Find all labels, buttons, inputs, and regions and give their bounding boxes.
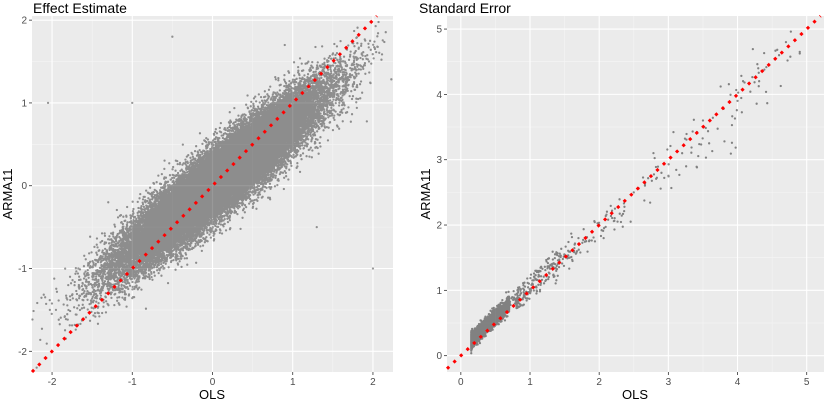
y-tick-label: 4 [436,90,442,101]
reference-line [30,14,379,374]
x-tick-label: 5 [804,377,810,388]
plot-background [447,16,824,372]
panel-effect-estimate: -2 -1 0 1 2 -2 -1 0 1 2 Effect Estimate OLS ARMA… [0,0,393,402]
x-axis-title: OLS [199,387,225,402]
x-tick-label: 2 [370,377,376,388]
gridlines [447,16,824,372]
y-tick-label: 3 [436,155,442,166]
identity-reference-line [30,14,379,374]
y-axis-title: ARMA11 [418,168,433,219]
x-tick-label: 3 [666,377,672,388]
x-tick-label: 2 [596,377,602,388]
y-tick-label: -1 [18,264,27,275]
x-tick-label: 0 [210,377,216,388]
y-tick-label: 1 [436,286,442,297]
x-tick-label: 1 [290,377,296,388]
y-tick-label: 2 [21,16,27,27]
y-tick-labels: 0 1 2 3 4 5 [436,25,447,362]
x-tick-label: 1 [527,377,533,388]
x-tick-label: 4 [735,377,741,388]
y-tick-labels: -2 -1 0 1 2 [18,16,32,358]
y-tick-label: 1 [21,98,27,109]
y-tick-label: 5 [436,25,442,36]
x-tick-label: -2 [48,377,57,388]
gridlines [32,16,393,372]
x-axis-title: OLS [622,387,648,402]
scatter-point-group [31,20,393,369]
y-tick-label: 0 [21,181,27,192]
panel-title: Effect Estimate [33,0,127,16]
x-tick-labels: -2 -1 0 1 2 [48,372,376,388]
y-axis-title: ARMA11 [0,168,15,219]
panel-standard-error: 0 1 2 3 4 5 0 1 2 3 4 5 Standard Error OLS ARMA11 [418,0,824,402]
x-tick-label: 0 [458,377,464,388]
y-tick-label: 0 [436,351,442,362]
x-tick-labels: 0 1 2 3 4 5 [458,372,810,388]
panel-title: Standard Error [419,0,511,16]
y-tick-label: 2 [436,221,442,232]
y-tick-label: -2 [18,347,27,358]
x-tick-label: -1 [128,377,137,388]
scatter-points [31,20,393,369]
